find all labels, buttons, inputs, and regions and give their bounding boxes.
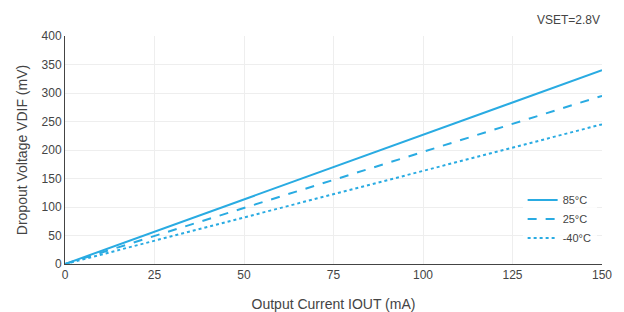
svg-text:200: 200: [42, 143, 62, 157]
svg-text:25°C: 25°C: [563, 213, 588, 225]
svg-text:0: 0: [62, 268, 69, 282]
svg-text:25: 25: [148, 268, 162, 282]
svg-text:300: 300: [42, 86, 62, 100]
svg-text:400: 400: [42, 29, 62, 43]
svg-text:250: 250: [42, 115, 62, 129]
svg-text:85°C: 85°C: [563, 194, 588, 206]
svg-text:-40°C: -40°C: [563, 232, 591, 244]
svg-text:Output Current IOUT (mA): Output Current IOUT (mA): [252, 296, 416, 312]
svg-text:150: 150: [42, 172, 62, 186]
svg-text:Dropout Voltage VDIF (mV): Dropout Voltage VDIF (mV): [14, 65, 30, 235]
svg-text:100: 100: [413, 268, 433, 282]
svg-text:0: 0: [55, 257, 62, 271]
svg-text:150: 150: [592, 268, 612, 282]
svg-text:100: 100: [42, 200, 62, 214]
svg-text:VSET=2.8V: VSET=2.8V: [537, 13, 600, 27]
svg-text:350: 350: [42, 58, 62, 72]
svg-text:50: 50: [237, 268, 251, 282]
svg-text:50: 50: [48, 229, 62, 243]
svg-text:125: 125: [502, 268, 522, 282]
svg-text:75: 75: [327, 268, 341, 282]
